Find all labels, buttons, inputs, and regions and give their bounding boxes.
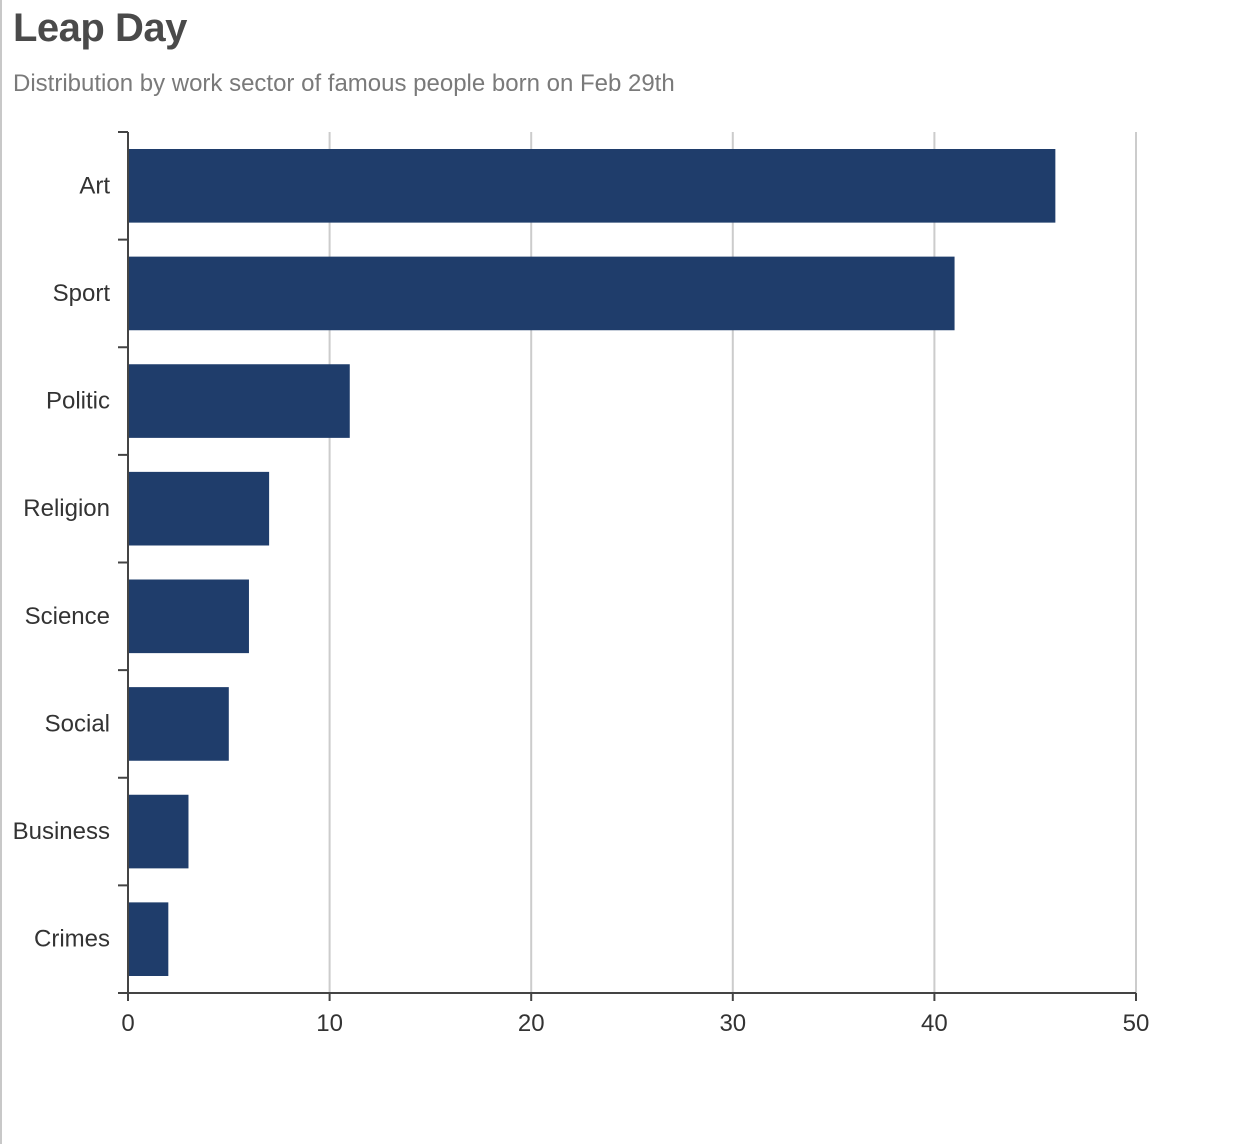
category-label: Science — [25, 603, 110, 630]
x-tick-label: 50 — [1123, 1010, 1150, 1037]
x-tick-label: 10 — [316, 1010, 343, 1037]
x-tick-label: 20 — [518, 1010, 545, 1037]
category-label: Art — [79, 172, 110, 199]
category-label: Religion — [23, 495, 110, 522]
category-label: Business — [13, 818, 110, 845]
bar-politic — [128, 364, 350, 438]
axis-labels: Art Sport Politic Religion Science Social Busi… — [13, 172, 1150, 1037]
x-tick-label: 0 — [121, 1010, 134, 1037]
bars — [128, 149, 1056, 976]
page-left-border — [0, 0, 2, 1144]
x-tick-label: 40 — [921, 1010, 948, 1037]
bar-social — [128, 687, 229, 761]
bar-religion — [128, 471, 270, 546]
chart-title: Leap Day — [13, 6, 187, 50]
bar-crimes — [128, 902, 169, 976]
bar-science — [128, 579, 249, 654]
x-tick-label: 30 — [719, 1010, 746, 1037]
bar-business — [128, 794, 189, 869]
category-label: Politic — [46, 388, 110, 415]
bar-sport — [128, 256, 955, 331]
bar-art — [128, 149, 1056, 223]
category-label: Social — [45, 710, 110, 737]
chart-subtitle: Distribution by work sector of famous pe… — [13, 70, 675, 97]
category-label: Crimes — [34, 926, 110, 953]
axes — [118, 131, 1137, 1001]
category-label: Sport — [53, 280, 111, 307]
